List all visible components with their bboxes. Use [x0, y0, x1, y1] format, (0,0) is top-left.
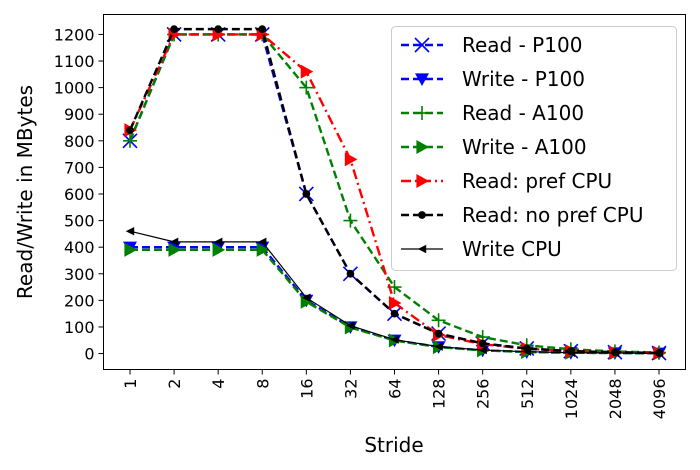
- legend-item: Write - P100: [401, 67, 585, 91]
- x-tick-label: 4: [209, 379, 228, 389]
- x-tick-label: 512: [518, 379, 537, 410]
- data-point-stroke: [414, 37, 430, 53]
- x-tick-label: 1024: [562, 379, 581, 420]
- data-point: [168, 242, 182, 257]
- x-tick-label: 256: [474, 379, 493, 410]
- data-point: [169, 237, 179, 247]
- x-axis: 1 2 4 8 16 32 64 128 256 512 1024 2048 4096: [121, 369, 669, 420]
- data-point: [213, 237, 223, 247]
- data-point: [417, 244, 427, 254]
- data-point: [415, 73, 429, 86]
- data-point: [124, 242, 137, 257]
- data-point: [434, 329, 443, 338]
- x-tick-label: 4096: [650, 379, 669, 420]
- x-tick-label: 1: [121, 379, 140, 389]
- y-tick-label: 0: [84, 345, 94, 364]
- y-tick-label: 300: [64, 265, 95, 284]
- data-point: [416, 174, 429, 188]
- data-point: [126, 126, 134, 135]
- data-point: [416, 140, 429, 154]
- y-tick-label: 200: [64, 291, 95, 310]
- data-point: [346, 269, 355, 278]
- y-tick-label: 900: [64, 105, 95, 124]
- y-axis: 0 100 200 300 400 500 600 700 800 900 1000 1100 1200: [54, 25, 104, 364]
- data-point: [566, 348, 576, 357]
- x-tick-label: 16: [297, 379, 316, 399]
- x-tick-label: 2048: [606, 379, 625, 420]
- y-tick-label: 400: [64, 238, 95, 257]
- data-point: [214, 25, 223, 33]
- x-tick-label: 2: [165, 379, 184, 389]
- legend-item: Read - A100: [401, 101, 584, 125]
- data-point: [344, 152, 358, 167]
- y-tick-label: 1100: [54, 52, 95, 71]
- y-tick-label: 100: [64, 318, 95, 337]
- data-point: [125, 227, 135, 236]
- data-point: [256, 242, 270, 257]
- x-tick-label: 8: [253, 379, 272, 389]
- y-tick-label: 1000: [54, 79, 95, 98]
- data-point: [390, 335, 399, 344]
- legend-item: Read: pref CPU: [401, 169, 612, 193]
- legend-box: [391, 26, 677, 271]
- data-point: [346, 321, 355, 330]
- data-point: [302, 190, 311, 198]
- data-point: [522, 347, 531, 356]
- data-point: [478, 345, 487, 355]
- x-tick-label: 64: [386, 379, 405, 399]
- legend: Read - P100 Write - P100 Read - A100 Write …: [391, 26, 677, 271]
- data-point: [302, 293, 311, 302]
- data-point: [170, 25, 178, 33]
- legend-item: Read - P100: [401, 33, 582, 57]
- data-point: [418, 211, 426, 219]
- x-tick-label: 32: [341, 379, 360, 399]
- y-tick-label: 1200: [54, 25, 95, 44]
- legend-item: Write - A100: [401, 135, 587, 159]
- y-tick-label: 600: [64, 185, 95, 204]
- legend-label: Write CPU: [462, 237, 562, 261]
- data-point: [390, 309, 399, 318]
- legend-label: Read - P100: [462, 33, 582, 57]
- y-axis-label: Read/Write in MBytes: [13, 85, 37, 299]
- data-point: [258, 25, 267, 33]
- data-point: [610, 348, 620, 358]
- data-point: [258, 237, 267, 247]
- legend-label: Read - A100: [462, 101, 584, 125]
- y-tick-label: 700: [64, 158, 95, 177]
- data-point: [388, 296, 402, 311]
- legend-label: Read: pref CPU: [462, 169, 612, 193]
- series-layer: [122, 25, 667, 361]
- legend-label: Write - P100: [462, 67, 585, 91]
- x-tick-label: 128: [430, 379, 449, 410]
- data-point: [434, 342, 443, 351]
- y-tick-label: 500: [64, 212, 95, 231]
- y-tick-label: 800: [64, 132, 95, 151]
- legend-item: Write CPU: [401, 237, 562, 261]
- x-axis-label: Stride: [364, 433, 423, 457]
- data-point: [212, 242, 226, 257]
- data-point: [300, 64, 314, 79]
- series-6: [125, 227, 664, 358]
- legend-label: Read: no pref CPU: [462, 203, 643, 227]
- legend-label: Write - A100: [462, 135, 587, 159]
- data-point: [478, 339, 487, 348]
- data-point: [654, 349, 664, 358]
- legend-item: Read: no pref CPU: [401, 203, 643, 227]
